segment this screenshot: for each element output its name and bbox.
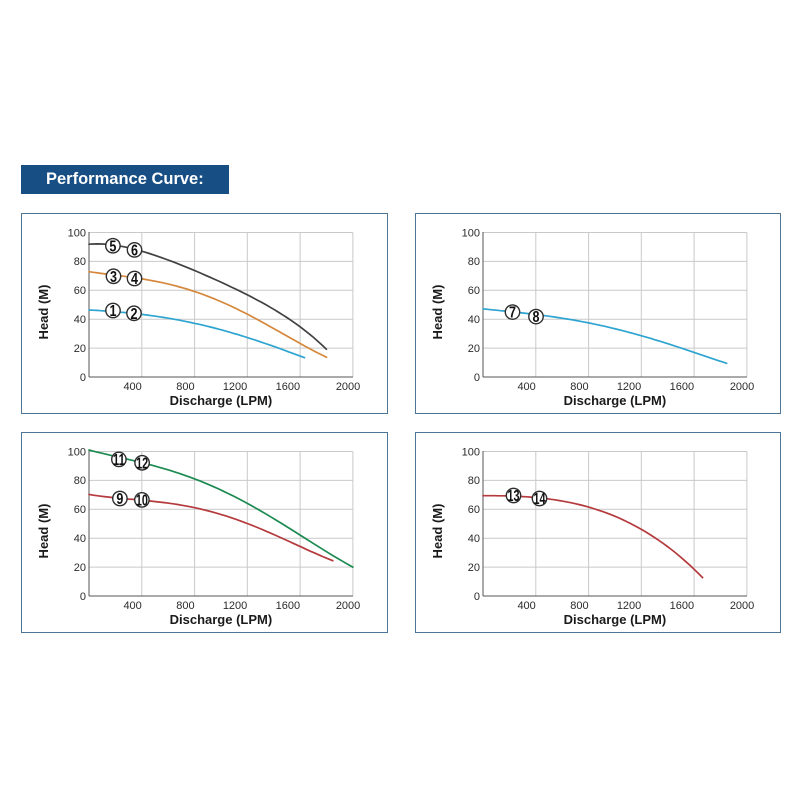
svg-text:10: 10 <box>136 492 148 509</box>
svg-text:Discharge (LPM): Discharge (LPM) <box>563 612 666 627</box>
svg-text:0: 0 <box>473 371 479 383</box>
svg-text:400: 400 <box>517 381 535 393</box>
svg-text:2000: 2000 <box>729 600 753 612</box>
svg-text:60: 60 <box>467 285 479 297</box>
svg-text:Head (M): Head (M) <box>36 504 51 559</box>
svg-text:60: 60 <box>74 504 86 516</box>
svg-text:20: 20 <box>467 562 479 574</box>
svg-text:800: 800 <box>176 381 194 393</box>
svg-text:800: 800 <box>570 600 588 612</box>
svg-text:4: 4 <box>131 271 138 288</box>
svg-text:2000: 2000 <box>336 381 360 393</box>
svg-text:13: 13 <box>507 488 519 505</box>
svg-text:12: 12 <box>136 455 148 472</box>
svg-text:2000: 2000 <box>336 600 360 612</box>
svg-text:400: 400 <box>123 600 141 612</box>
svg-text:20: 20 <box>74 342 86 354</box>
svg-text:6: 6 <box>131 242 138 259</box>
svg-text:100: 100 <box>68 227 86 239</box>
svg-text:Discharge (LPM): Discharge (LPM) <box>170 612 273 627</box>
svg-text:400: 400 <box>517 600 535 612</box>
svg-text:14: 14 <box>533 491 545 508</box>
svg-text:0: 0 <box>80 591 86 603</box>
svg-text:1200: 1200 <box>223 600 247 612</box>
svg-text:40: 40 <box>74 533 86 545</box>
svg-text:60: 60 <box>467 504 479 516</box>
svg-text:Head (M): Head (M) <box>430 284 445 339</box>
svg-text:80: 80 <box>74 475 86 487</box>
svg-text:1600: 1600 <box>669 600 693 612</box>
svg-text:7: 7 <box>509 304 516 321</box>
svg-text:800: 800 <box>570 381 588 393</box>
svg-text:Discharge (LPM): Discharge (LPM) <box>170 393 273 408</box>
svg-text:11: 11 <box>113 452 125 469</box>
svg-text:40: 40 <box>467 314 479 326</box>
svg-text:9: 9 <box>116 491 123 508</box>
svg-text:80: 80 <box>74 256 86 268</box>
svg-text:Head (M): Head (M) <box>430 504 445 559</box>
svg-text:Head (M): Head (M) <box>36 284 51 339</box>
svg-text:400: 400 <box>123 381 141 393</box>
svg-text:0: 0 <box>473 591 479 603</box>
svg-text:100: 100 <box>461 446 479 458</box>
svg-text:1: 1 <box>110 303 117 320</box>
svg-text:800: 800 <box>176 600 194 612</box>
svg-text:80: 80 <box>467 475 479 487</box>
svg-text:8: 8 <box>532 309 539 326</box>
svg-text:1600: 1600 <box>669 381 693 393</box>
svg-text:80: 80 <box>467 256 479 268</box>
svg-text:2: 2 <box>131 305 138 322</box>
svg-text:20: 20 <box>74 562 86 574</box>
svg-text:1200: 1200 <box>223 381 247 393</box>
svg-text:1600: 1600 <box>276 600 300 612</box>
svg-text:5: 5 <box>109 238 116 255</box>
svg-text:1200: 1200 <box>616 381 640 393</box>
svg-text:40: 40 <box>467 533 479 545</box>
svg-text:1600: 1600 <box>276 381 300 393</box>
svg-text:20: 20 <box>467 342 479 354</box>
svg-text:1200: 1200 <box>616 600 640 612</box>
svg-text:2000: 2000 <box>729 381 753 393</box>
svg-text:Discharge (LPM): Discharge (LPM) <box>563 393 666 408</box>
svg-text:100: 100 <box>461 227 479 239</box>
svg-text:100: 100 <box>68 446 86 458</box>
svg-text:3: 3 <box>110 268 117 285</box>
svg-text:40: 40 <box>74 314 86 326</box>
svg-text:0: 0 <box>80 371 86 383</box>
svg-text:60: 60 <box>74 285 86 297</box>
